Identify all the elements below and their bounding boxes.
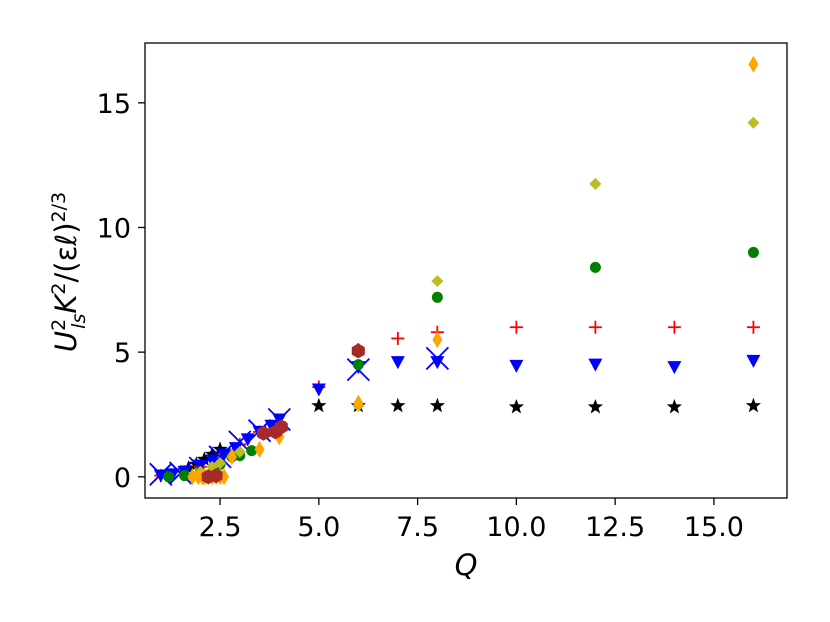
data-point-thin-diamond bbox=[353, 394, 364, 412]
data-point-plus bbox=[509, 320, 523, 334]
plot-background bbox=[145, 43, 787, 498]
data-point-triangle-down bbox=[509, 359, 524, 373]
data-point-thin-diamond bbox=[254, 440, 265, 458]
y-tick-label: 0 bbox=[114, 463, 131, 494]
x-tick-label: 7.5 bbox=[396, 512, 439, 543]
y-label-sub-ls: ls bbox=[68, 314, 90, 329]
data-point-thin-diamond bbox=[432, 331, 443, 349]
x-tick-label: 10.0 bbox=[486, 512, 546, 543]
plot-frame bbox=[144, 42, 788, 499]
data-point-triangle-down bbox=[746, 354, 761, 368]
data-point-circle bbox=[589, 261, 601, 273]
data-point-star bbox=[390, 397, 406, 413]
data-point-plus bbox=[588, 320, 602, 334]
x-tick-label: 2.5 bbox=[199, 512, 242, 543]
y-label-sup-2b: 2 bbox=[48, 283, 70, 295]
data-point-thin-diamond bbox=[226, 448, 237, 466]
data-point-star bbox=[196, 451, 212, 466]
data-point-hexagon bbox=[209, 468, 223, 484]
data-point-triangle-down bbox=[390, 356, 405, 370]
y-label-K: K bbox=[49, 293, 83, 314]
data-point-diamond bbox=[233, 445, 246, 458]
x-tick-label: 5.0 bbox=[297, 512, 340, 543]
data-point-star bbox=[204, 446, 220, 461]
data-point-triangle-down bbox=[311, 383, 326, 397]
data-point-triangle-down bbox=[228, 442, 243, 456]
data-point-hexagon bbox=[274, 419, 288, 435]
x-axis-label: Q bbox=[455, 548, 478, 582]
data-point-thin-diamond bbox=[187, 468, 198, 486]
data-point-triangle-down bbox=[153, 469, 168, 483]
data-point-triangle-down bbox=[667, 361, 682, 375]
data-marks bbox=[149, 55, 761, 486]
data-point-thin-diamond bbox=[748, 55, 759, 73]
x-tick-label: 15.0 bbox=[684, 512, 744, 543]
data-point-hexagon bbox=[257, 425, 270, 441]
data-point-star bbox=[587, 399, 603, 414]
data-point-triangle-down bbox=[588, 358, 603, 372]
y-label-denominator: /(εℓ) bbox=[49, 222, 83, 282]
data-point-star bbox=[666, 399, 682, 414]
data-point-triangle-down bbox=[217, 448, 232, 462]
data-point-circle bbox=[163, 471, 175, 483]
data-point-plus bbox=[391, 331, 405, 345]
y-tick-label: 15 bbox=[97, 89, 131, 120]
y-axis-label: U2lsK2/(εℓ)2/3 bbox=[48, 192, 90, 352]
data-point-circle bbox=[179, 470, 191, 482]
data-point-plus bbox=[667, 320, 681, 334]
data-point-plus bbox=[746, 320, 760, 334]
data-point-circle bbox=[246, 445, 258, 457]
y-label-sup-23: 2/3 bbox=[48, 192, 70, 223]
data-point-star bbox=[429, 397, 445, 413]
data-point-star bbox=[311, 397, 327, 413]
data-point-diamond bbox=[431, 275, 444, 288]
data-point-circle bbox=[431, 291, 443, 303]
data-point-hexagon bbox=[351, 343, 365, 359]
data-point-triangle-down bbox=[430, 356, 445, 370]
y-axis-ticks: 0 5 10 15 bbox=[97, 89, 145, 494]
y-tick-label: 5 bbox=[114, 338, 131, 369]
data-point-diamond bbox=[214, 457, 227, 470]
data-point-star bbox=[745, 397, 761, 413]
data-point-x bbox=[425, 346, 449, 371]
data-point-diamond bbox=[747, 116, 760, 129]
data-point-star bbox=[508, 399, 524, 414]
data-point-circle bbox=[747, 246, 759, 258]
y-label-sup-2a: 2 bbox=[48, 319, 70, 331]
y-label-U: U bbox=[49, 331, 83, 352]
data-point-diamond bbox=[589, 177, 602, 190]
y-tick-label: 10 bbox=[97, 213, 131, 244]
data-point-circle bbox=[352, 359, 364, 371]
x-axis-ticks: 2.5 5.0 7.5 10.0 12.5 15.0 bbox=[199, 498, 744, 543]
x-tick-label: 12.5 bbox=[585, 512, 645, 543]
